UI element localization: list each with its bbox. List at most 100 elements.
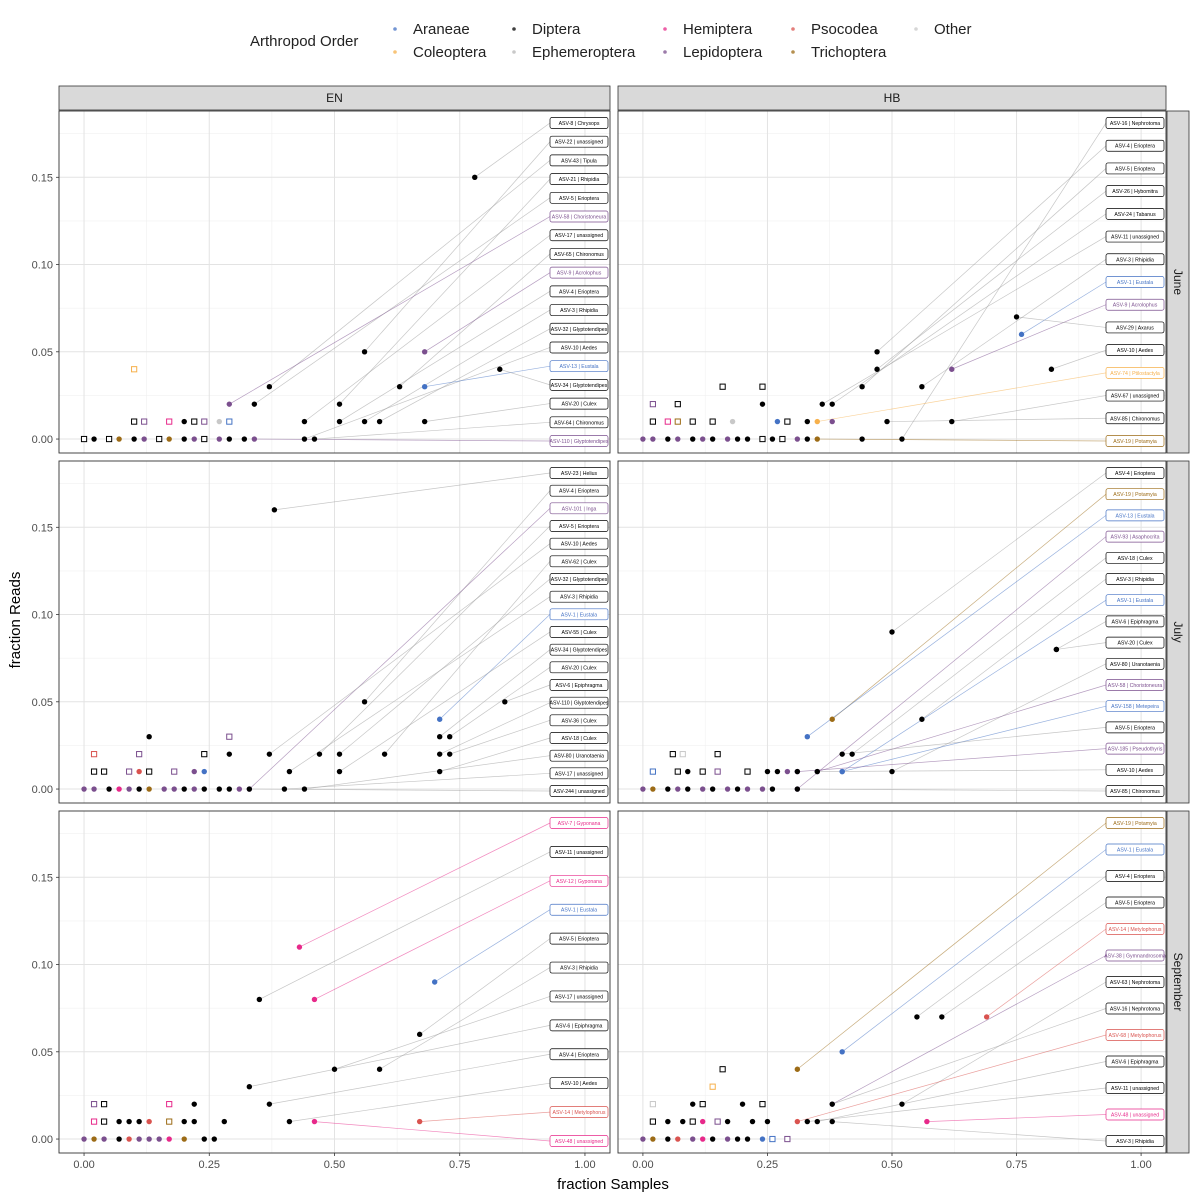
label-leader-line	[831, 493, 1107, 720]
panel-en-june: ASV-8 | Chrysops ASV-22 | unassigned ASV-4…	[32, 110, 611, 454]
label-leader-line	[851, 557, 1107, 755]
asv-label: ASV-14 | Metylophorus	[1109, 927, 1162, 933]
asv-label: ASV-5 | Erioptera	[1115, 166, 1155, 172]
label-leader-line	[504, 684, 551, 703]
legend-entry-label: Other	[934, 21, 972, 38]
asv-label-box	[549, 379, 609, 391]
data-point-square	[105, 435, 113, 443]
label-leader-line	[921, 258, 1107, 387]
data-point	[859, 383, 865, 390]
label-leader-line	[1056, 621, 1107, 650]
asv-label: ASV-3 | Rhipidia	[1116, 577, 1154, 583]
data-point-square	[674, 401, 681, 408]
data-point	[724, 786, 731, 792]
asv-label: ASV-6 | Epiphragma	[556, 1023, 603, 1029]
asv-label-box	[1105, 679, 1165, 691]
data-point	[251, 401, 258, 407]
asv-label: ASV-21 | Rhipidia	[559, 177, 600, 183]
asv-label: ASV-17 | unassigned	[555, 233, 603, 239]
asv-label-box	[1105, 1055, 1165, 1068]
label-leader-line	[304, 347, 551, 440]
legend-key	[914, 27, 918, 31]
asv-label: ASV-1 | Eustala	[561, 908, 597, 914]
asv-label-box	[1105, 785, 1165, 797]
data-point	[191, 768, 197, 775]
data-point	[1053, 646, 1060, 653]
data-point	[919, 716, 925, 722]
data-point	[675, 436, 681, 442]
data-point	[724, 1136, 731, 1142]
asv-label-box	[549, 643, 609, 656]
data-point-square	[80, 435, 88, 443]
asv-label-box	[1105, 488, 1165, 501]
data-point	[774, 768, 781, 775]
data-point-square	[166, 418, 173, 425]
data-point	[744, 1136, 751, 1142]
data-point-square	[171, 768, 178, 775]
label-leader-line	[259, 851, 551, 1000]
data-point	[804, 418, 811, 425]
label-leader-line	[364, 309, 551, 422]
label-leader-line	[887, 417, 1107, 422]
asv-label-box	[549, 1135, 609, 1147]
asv-label-box	[1105, 1082, 1165, 1094]
asv-label-box	[1105, 117, 1165, 129]
label-leader-line	[832, 213, 1107, 405]
legend-entry-label: Trichoptera	[811, 44, 887, 61]
data-point	[381, 751, 388, 757]
y-tick-label: 0.00	[32, 434, 53, 446]
asv-label: ASV-19 | Potamyia	[1113, 492, 1157, 498]
data-point	[759, 1136, 766, 1142]
asv-label-box	[1105, 367, 1165, 379]
asv-label-box	[1105, 817, 1165, 829]
data-point-square	[156, 435, 163, 443]
data-point	[136, 768, 142, 775]
label-leader-line	[986, 928, 1107, 1018]
asv-label-box	[549, 520, 609, 532]
asv-label-box	[1105, 763, 1165, 776]
label-leader-line	[449, 720, 551, 755]
asv-label: ASV-244 | unassigned	[553, 789, 604, 795]
asv-label-box	[1105, 843, 1165, 856]
data-point	[116, 786, 122, 792]
data-point-square	[201, 435, 208, 443]
data-point	[949, 418, 955, 425]
panel-hb-june: ASV-16 | Nephrotoma ASV-4 | Erioptera ASV-…	[617, 110, 1167, 454]
asv-label: ASV-13 | Eustala	[1115, 513, 1154, 519]
data-point	[447, 751, 453, 757]
data-point	[181, 786, 187, 792]
asv-label: ASV-74 | Ptilostactyla	[1110, 371, 1160, 377]
label-leader-line	[861, 168, 1107, 387]
asv-label: ASV-17 | unassigned	[555, 771, 603, 777]
data-point	[665, 1118, 671, 1125]
asv-label-box	[549, 555, 609, 568]
data-point	[91, 786, 97, 792]
asv-label: ASV-80 | Uranotaenia	[554, 754, 604, 760]
asv-label: ASV-4 | Erioptera	[559, 489, 599, 495]
label-leader-line	[797, 748, 1107, 772]
data-point	[650, 786, 656, 792]
data-point	[81, 1136, 87, 1142]
asv-label-box	[549, 173, 609, 185]
asv-label: ASV-4 | Erioptera	[1115, 471, 1155, 477]
data-point	[983, 1014, 990, 1020]
label-leader-line	[249, 1025, 551, 1088]
asv-label-box	[549, 304, 609, 316]
data-point	[497, 366, 503, 372]
data-point	[685, 786, 691, 792]
data-point	[675, 786, 681, 792]
data-point	[181, 1136, 187, 1142]
data-point-square	[649, 418, 656, 425]
data-point-square	[744, 768, 751, 775]
data-point	[216, 786, 222, 792]
data-point-square	[126, 768, 133, 775]
legend-key	[393, 50, 397, 54]
legend-entry-label: Psocodea	[811, 21, 878, 38]
data-point	[774, 418, 781, 425]
legend-entry-label: Araneae	[413, 21, 470, 38]
data-point	[502, 699, 508, 705]
data-point	[889, 629, 895, 635]
label-leader-line	[797, 1034, 1107, 1122]
label-leader-line	[439, 702, 551, 755]
asv-label-box	[549, 1077, 609, 1090]
